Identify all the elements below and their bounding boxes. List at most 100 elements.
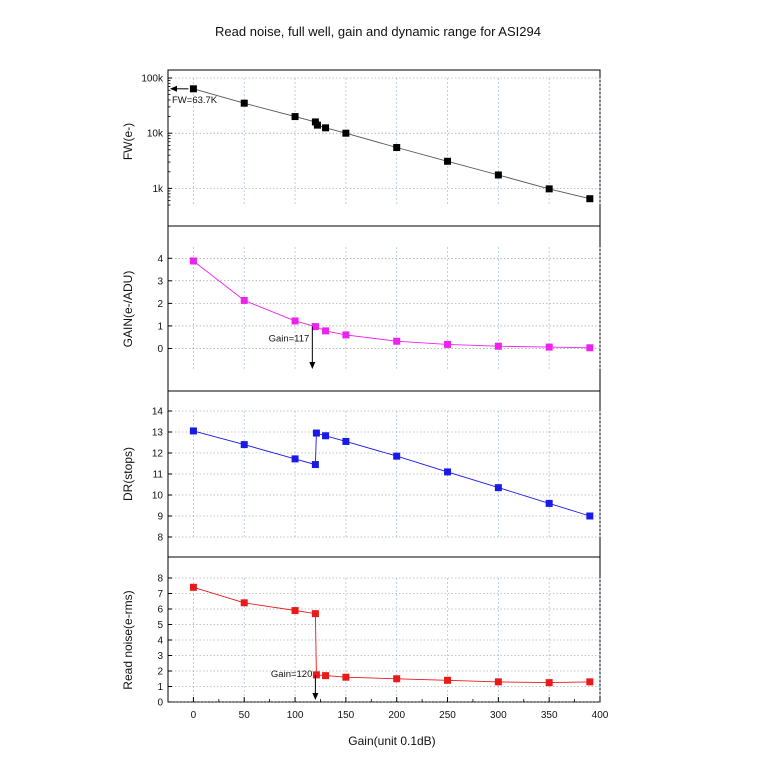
- plot-frame: [167, 69, 601, 703]
- y-tick-label: 13: [152, 428, 164, 439]
- y-tick-label: 4: [157, 254, 163, 265]
- panel-gain: 0 1 2 3 4 GAIN(e-/ADU) Gain=117: [121, 247, 601, 371]
- data-point-rn: [545, 679, 553, 687]
- data-point-dr: [291, 455, 299, 463]
- data-point-gain: [545, 343, 553, 351]
- y-tick-label: 8: [157, 533, 163, 544]
- y-tick-label: 100k: [141, 74, 164, 85]
- x-tick-label: 300: [490, 710, 507, 721]
- data-point-gain: [494, 342, 502, 350]
- series-line-gain: [193, 260, 590, 349]
- y-axis-label-dr: DR(stops): [121, 447, 135, 501]
- data-point-rn: [444, 676, 452, 684]
- data-point-fw: [313, 121, 321, 129]
- x-tick-label: 400: [592, 710, 609, 721]
- data-point-dr: [312, 429, 320, 437]
- series-line-rn: [193, 586, 590, 684]
- data-point-fw: [322, 124, 330, 132]
- data-point-fw: [393, 144, 401, 152]
- annotation-label-gain: Gain=117: [269, 334, 310, 345]
- data-point-fw: [240, 99, 248, 107]
- x-tick-label: 50: [239, 710, 251, 721]
- data-point-dr: [494, 484, 502, 492]
- panel-fw: 1k 10k 100k FW(e-) FW=63.7K: [121, 74, 601, 206]
- y-tick-label: 9: [157, 512, 163, 523]
- chart-panels: 1k10k100kFW(e-)FW=63.7K01234GAIN(e-/ADU)…: [121, 69, 601, 709]
- y-tick-label: 2: [157, 667, 163, 678]
- data-point-fw: [444, 157, 452, 165]
- data-point-gain: [322, 327, 330, 335]
- data-point-rn: [342, 673, 350, 681]
- data-point-gain: [311, 323, 319, 331]
- x-tick-label: 100: [287, 710, 304, 721]
- data-point-rn: [322, 672, 330, 680]
- data-point-rn: [494, 678, 502, 686]
- y-tick-label: 2: [157, 299, 163, 310]
- data-point-rn: [291, 607, 299, 615]
- y-tick-label: 14: [152, 407, 164, 418]
- y-tick-label: 10k: [147, 129, 164, 140]
- data-point-fw: [586, 195, 594, 203]
- annotation-label-fw: FW=63.7K: [172, 95, 218, 106]
- y-tick-label: 4: [157, 636, 163, 647]
- chart-title: Read noise, full well, gain and dynamic …: [215, 24, 541, 39]
- y-tick-label: 12: [152, 449, 164, 460]
- data-point-rn: [586, 678, 594, 686]
- data-point-gain: [240, 296, 248, 304]
- y-tick-label: 11: [153, 470, 164, 481]
- data-point-gain: [189, 257, 197, 265]
- data-point-fw: [189, 85, 197, 93]
- y-tick-label: 3: [157, 651, 163, 662]
- data-point-gain: [444, 340, 452, 348]
- y-tick-label: 1k: [152, 184, 164, 195]
- data-point-rn: [240, 599, 248, 607]
- y-tick-label: 0: [157, 698, 163, 709]
- y-tick-label: 3: [157, 276, 163, 287]
- data-point-dr: [342, 437, 350, 445]
- y-axis-label-fw: FW(e-): [121, 123, 135, 160]
- annotation-arrowhead: [309, 362, 316, 369]
- data-point-dr: [586, 512, 594, 520]
- data-point-rn: [312, 671, 320, 679]
- data-point-fw: [494, 171, 502, 179]
- data-point-rn: [393, 675, 401, 683]
- x-axis-label: Gain(unit 0.1dB): [348, 734, 435, 748]
- data-point-gain: [586, 344, 594, 352]
- panel-rn: 0 1 2 3 4 5 6 7 8 Read noise(e-rms) Gain=120: [121, 574, 601, 709]
- data-point-dr: [444, 468, 452, 476]
- x-tick-label: 350: [541, 710, 558, 721]
- data-point-dr: [393, 452, 401, 460]
- data-point-dr: [545, 499, 553, 507]
- y-tick-label: 8: [157, 574, 163, 585]
- annotation-arrowhead: [312, 693, 319, 700]
- data-point-dr: [240, 441, 248, 449]
- data-point-fw: [545, 185, 553, 193]
- x-tick-label: 150: [338, 710, 355, 721]
- data-point-gain: [393, 337, 401, 345]
- y-tick-label: 10: [152, 491, 164, 502]
- y-tick-label: 6: [157, 605, 163, 616]
- y-tick-label: 1: [157, 321, 163, 332]
- data-point-gain: [291, 317, 299, 325]
- data-point-dr: [311, 461, 319, 469]
- series-line-fw: [193, 88, 590, 200]
- x-tick-label: 0: [191, 710, 197, 721]
- x-axis: 0 50 100 150 200 250 300 350 400: [167, 697, 609, 721]
- x-tick-label: 200: [388, 710, 405, 721]
- data-point-fw: [342, 129, 350, 137]
- y-tick-label: 5: [157, 620, 163, 631]
- annotation-arrowhead: [170, 85, 177, 92]
- data-point-rn: [311, 610, 319, 618]
- y-axis-label-rn: Read noise(e-rms): [121, 590, 135, 689]
- panel-dr: 8 9 10 11 12 13 14 DR(stops): [121, 407, 601, 544]
- data-point-rn: [189, 583, 197, 591]
- data-point-dr: [322, 432, 330, 440]
- data-point-dr: [189, 427, 197, 435]
- series-line-dr: [193, 430, 590, 517]
- y-tick-label: 0: [157, 344, 163, 355]
- data-point-fw: [291, 113, 299, 121]
- data-point-gain: [342, 331, 350, 339]
- y-tick-label: 7: [157, 589, 163, 600]
- y-axis-label-gain: GAIN(e-/ADU): [121, 271, 135, 348]
